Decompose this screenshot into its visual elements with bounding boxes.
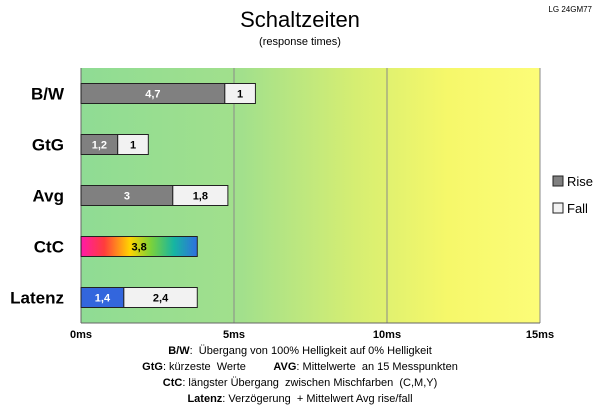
chart-subtitle: (response times)	[259, 36, 341, 48]
bar-rise-label: 1,2	[92, 140, 107, 152]
bar-fall	[172, 185, 229, 206]
category-label: Latenz	[10, 289, 64, 308]
note-gtg-avg: GtG: kürzeste Werte AVG: Mittelwerte an …	[142, 361, 458, 373]
bar-rise	[80, 236, 198, 257]
category-labels: B/W GtG Avg CtC Latenz	[10, 85, 65, 308]
note-latenz: Latenz: Verzögerung + Mittelwert Avg ris…	[187, 393, 413, 405]
x-tick-label: 10ms	[373, 329, 401, 340]
bar-fall	[224, 83, 256, 104]
chart-title: Schaltzeiten	[240, 7, 360, 32]
note-ctc: CtC: längster Übergang zwischen Mischfar…	[162, 377, 438, 389]
response-time-chart: Schaltzeiten (response times) LG 24GM77 …	[10, 5, 593, 340]
bar-rise-label: 3	[124, 191, 130, 203]
category-label: Avg	[33, 187, 65, 206]
x-tick-label: 5ms	[223, 329, 245, 340]
bar-fall	[117, 134, 149, 155]
legend-swatch-fall	[552, 202, 564, 214]
x-tick-labels: 0ms 5ms 10ms 15ms	[70, 329, 554, 340]
x-tick-label: 15ms	[526, 329, 554, 340]
bar-fall-label: 1,8	[193, 191, 208, 203]
x-tick-label: 0ms	[70, 329, 92, 340]
legend-swatch-rise	[552, 175, 564, 187]
legend-label-rise: Rise	[567, 174, 593, 189]
category-label: GtG	[32, 136, 64, 155]
bar-fall-label: 1	[237, 89, 243, 101]
legend-label-fall: Fall	[567, 201, 588, 216]
note-bw: B/W: Übergang von 100% Helligkeit auf 0%…	[168, 345, 432, 357]
bar-fall	[123, 287, 198, 308]
bar-fall-label: 2,4	[153, 293, 169, 305]
bar-rise-label: 1,4	[95, 293, 111, 305]
notes: B/W: Übergang von 100% Helligkeit auf 0%…	[0, 343, 600, 407]
category-label: CtC	[34, 238, 64, 257]
bars: 4,7 1 1,2 1 3 1,8 3,8 1,4 2,4	[80, 83, 256, 308]
bar-rise-label: 3,8	[131, 242, 146, 254]
bar-rise-label: 4,7	[145, 89, 160, 101]
bar-fall-label: 1	[130, 140, 136, 152]
legend: Rise Fall	[552, 174, 593, 216]
monitor-model: LG 24GM77	[548, 5, 592, 14]
category-label: B/W	[31, 85, 65, 104]
